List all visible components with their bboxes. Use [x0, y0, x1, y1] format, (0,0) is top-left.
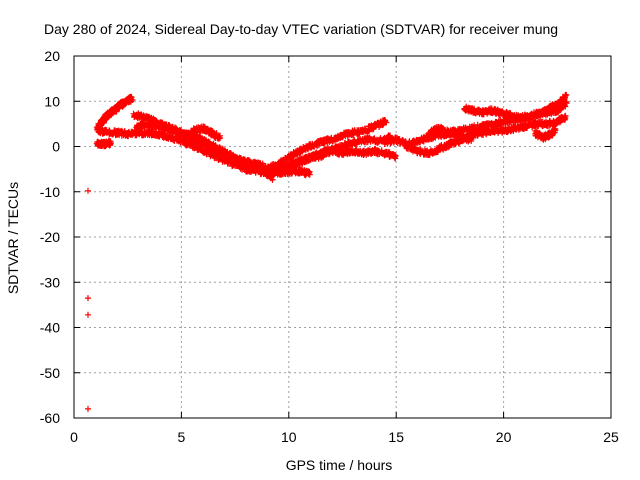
y-tick-label: -30	[40, 274, 60, 290]
x-tick-label: 5	[178, 429, 186, 445]
data-point	[217, 135, 223, 142]
data-point	[468, 135, 475, 142]
y-axis-label: SDTVAR / TECUs	[5, 182, 21, 294]
data-point	[128, 96, 135, 103]
series-arc-m	[461, 91, 570, 124]
data-point	[85, 311, 91, 318]
y-tick-label: -50	[40, 365, 60, 381]
data-points	[85, 91, 570, 412]
y-tick-label: -20	[40, 229, 60, 245]
chart-title: Day 280 of 2024, Sidereal Day-to-day VTE…	[44, 21, 558, 37]
data-point	[85, 187, 91, 194]
y-tick-label: 0	[52, 139, 60, 155]
series-arc-f	[93, 137, 114, 150]
data-point	[382, 117, 389, 124]
series-arc-e	[182, 123, 223, 142]
data-point	[561, 95, 568, 102]
y-tick-label: -10	[40, 184, 60, 200]
data-point	[85, 405, 91, 412]
data-point	[562, 92, 569, 99]
series-outliers	[85, 187, 91, 412]
data-point	[544, 122, 551, 129]
x-tick-label: 20	[496, 429, 512, 445]
data-point	[306, 168, 313, 175]
grid-lines	[74, 56, 611, 418]
x-tick-label: 10	[281, 429, 297, 445]
data-point	[129, 97, 136, 103]
x-tick-label: 0	[70, 429, 78, 445]
series-arc-k	[403, 112, 569, 159]
data-point	[107, 141, 114, 148]
x-tick-labels: 0 5 10 15 20 25	[70, 429, 619, 445]
series-arc-a	[93, 93, 136, 133]
x-tick-label: 15	[388, 429, 404, 445]
y-tick-labels: 20 10 0 -10 -20 -30 -40 -50 -60	[40, 48, 60, 426]
data-point	[562, 103, 569, 110]
y-tick-label: -60	[40, 410, 60, 426]
series-arc-l	[425, 123, 475, 145]
data-point	[563, 91, 570, 98]
axis-ticks	[73, 55, 612, 419]
x-tick-label: 25	[603, 429, 619, 445]
data-point	[353, 141, 360, 148]
data-point	[321, 140, 327, 147]
y-tick-label: 10	[44, 93, 60, 109]
data-point	[562, 114, 569, 121]
series-arc-n	[532, 125, 559, 143]
data-point	[552, 127, 558, 134]
series-arc-i	[285, 145, 399, 170]
y-tick-label: 20	[44, 48, 60, 64]
data-point	[392, 155, 399, 162]
y-tick-label: -40	[40, 320, 60, 336]
x-axis-label: GPS time / hours	[286, 457, 393, 473]
data-point	[85, 295, 91, 302]
